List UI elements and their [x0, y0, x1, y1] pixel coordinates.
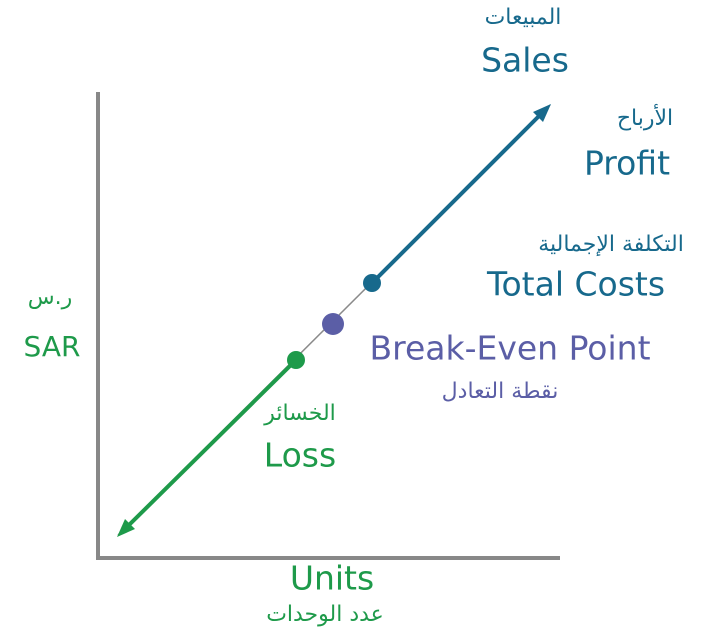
x-axis-label: Units — [290, 559, 374, 598]
arrow-head — [533, 104, 551, 122]
profit-arrow — [370, 113, 542, 285]
x-axis-label-ar: عدد الوحدات — [266, 602, 384, 627]
break-even-dot — [322, 313, 344, 335]
profit-label: Profit — [584, 144, 670, 183]
total-costs-label: Total Costs — [486, 265, 665, 304]
sales-dot — [363, 274, 381, 292]
arrow-head — [117, 519, 135, 537]
loss-label: Loss — [264, 436, 336, 475]
loss-arrow — [126, 358, 298, 528]
profit-label-ar: الأرباح — [617, 104, 673, 131]
y-axis-label-ar: ر.س — [28, 285, 72, 310]
y-axis-label: SAR — [24, 330, 81, 363]
loss-dot — [287, 351, 305, 369]
sales-label: Sales — [481, 41, 569, 80]
sales-label-ar: المبيعات — [485, 5, 562, 30]
loss-label-ar: الخسائر — [263, 401, 336, 426]
break-even-label: Break-Even Point — [369, 329, 650, 368]
break-even-label-ar: نقطة التعادل — [442, 379, 559, 404]
total-costs-label-ar: التكلفة الإجمالية — [538, 232, 684, 257]
